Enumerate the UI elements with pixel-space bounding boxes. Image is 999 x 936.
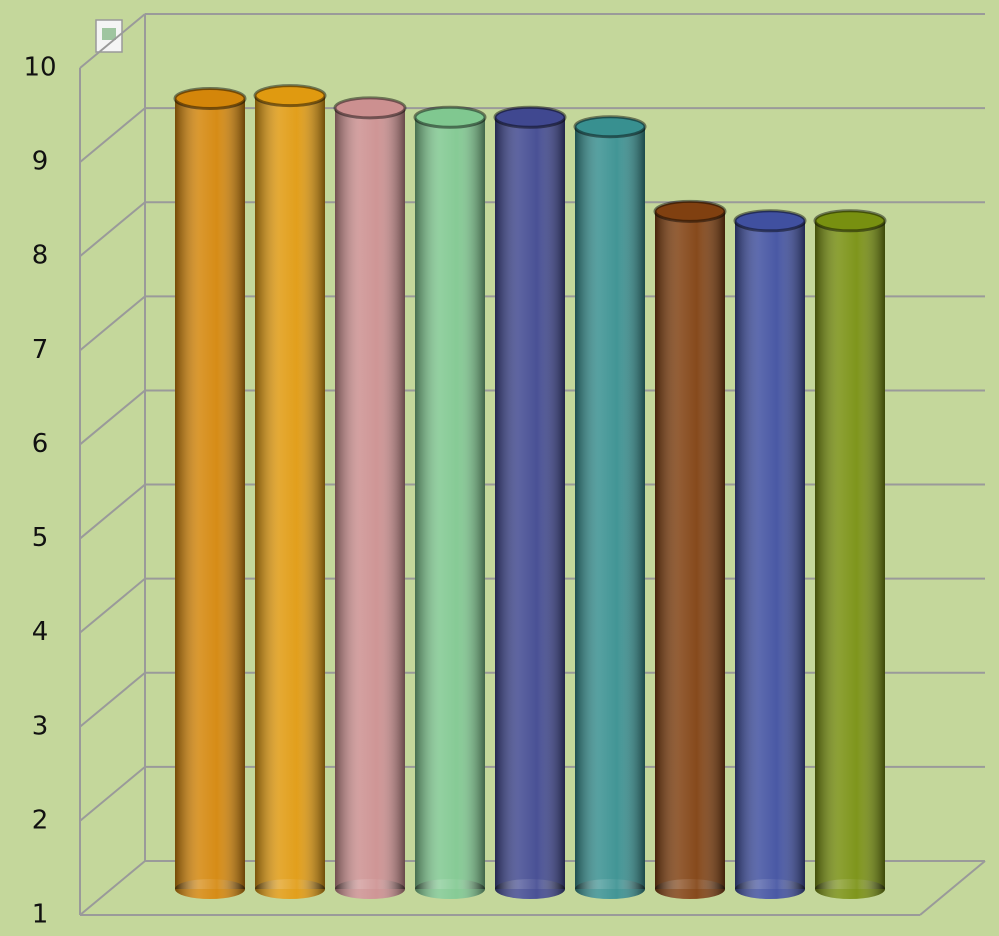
grid-line	[79, 389, 146, 446]
bar-top	[813, 209, 887, 233]
bar-top	[493, 105, 567, 129]
bar-base-shade	[415, 879, 485, 899]
bar-shade	[495, 117, 565, 890]
y-tick-label: 8	[32, 241, 49, 271]
bar-top	[413, 105, 487, 129]
bar-base-shade	[175, 879, 245, 899]
bar-base-shade	[495, 879, 565, 899]
bar-base-shade	[575, 879, 645, 899]
bar-top	[573, 115, 647, 139]
bar-base-shade	[335, 879, 405, 899]
bar-base-shade	[735, 879, 805, 899]
grid-line	[79, 107, 146, 163]
grid-line	[79, 201, 146, 257]
bar-shade	[655, 211, 725, 889]
bar-shade	[335, 107, 405, 889]
axis-line	[919, 860, 986, 916]
bar-base-shade	[255, 879, 325, 899]
y-tick-label: 7	[32, 335, 49, 365]
grid-line	[79, 483, 146, 540]
bar-shade	[575, 126, 645, 889]
y-tick-label: 1	[32, 900, 49, 930]
bar-shade	[815, 220, 885, 890]
bar-top	[173, 86, 247, 110]
grid-line	[79, 860, 146, 916]
bar-top	[653, 199, 727, 223]
bar-top	[733, 209, 807, 233]
y-tick-label: 2	[32, 805, 49, 835]
grid-line	[79, 295, 146, 352]
bar-shade	[415, 117, 485, 890]
y-tick-label: 6	[32, 429, 49, 459]
grid-line	[79, 13, 146, 69]
grid-line	[79, 672, 146, 728]
y-tick-label: 10	[23, 53, 56, 83]
y-tick-label: 9	[32, 147, 49, 177]
bar-base-shade	[655, 879, 725, 899]
y-tick-label: 5	[32, 523, 49, 553]
bar-shade	[255, 95, 325, 890]
bar-shade	[735, 220, 805, 890]
bar-top	[333, 96, 407, 120]
bar-base-shade	[815, 879, 885, 899]
y-tick-label: 4	[32, 617, 49, 647]
bar-shade	[175, 98, 245, 889]
y-tick-label: 3	[32, 711, 49, 741]
bar-top	[253, 84, 327, 108]
grid-line	[79, 577, 146, 634]
grid-line	[79, 766, 146, 822]
